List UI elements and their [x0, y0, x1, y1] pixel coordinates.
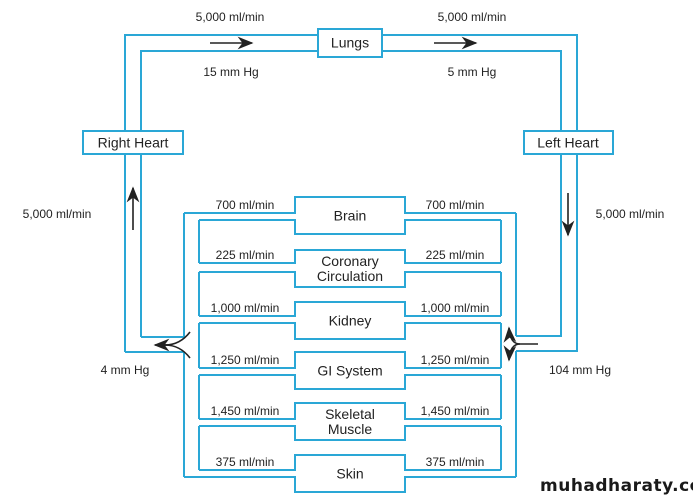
- left-heart-box: [523, 130, 614, 155]
- venous-pressure-label: 4 mm Hg: [100, 363, 150, 377]
- pulmonary-outer: [124, 34, 578, 352]
- organ-name: GI System: [317, 362, 383, 378]
- organ-vessel-lines: [183, 212, 517, 478]
- organ-name: Skin: [336, 465, 364, 481]
- diverging-arrow-icon: [503, 326, 538, 362]
- pulmonary-inner: [140, 50, 562, 337]
- organ-name: Coronary Circulation: [316, 252, 384, 284]
- organ-name: Kidney: [328, 312, 372, 328]
- organ-flow-in: 375 ml/min: [215, 455, 275, 469]
- organ-flow-in: 1,250 ml/min: [210, 353, 280, 367]
- right-heart-label: Right Heart: [97, 134, 169, 151]
- organ-flow-in: 700 ml/min: [215, 198, 275, 212]
- pulmonary-flow-left: 5,000 ml/min: [195, 10, 265, 24]
- organ-flow-out: 225 ml/min: [425, 248, 485, 262]
- organ-box: [294, 454, 406, 493]
- vessels: [124, 34, 578, 353]
- organ-flow-in: 1,000 ml/min: [210, 301, 280, 315]
- lungs-box: [317, 28, 383, 58]
- organ-box: [294, 249, 406, 288]
- arterial-pressure-label: 104 mm Hg: [548, 363, 612, 377]
- pulmonary-pressure-right: 5 mm Hg: [447, 65, 497, 79]
- arterial-flow-label: 5,000 ml/min: [595, 207, 665, 221]
- organ-box: [294, 351, 406, 390]
- venous-flow-label: 5,000 ml/min: [22, 207, 92, 221]
- organ-flow-out: 375 ml/min: [425, 455, 485, 469]
- organ-flow-out: 1,000 ml/min: [420, 301, 490, 315]
- converging-arrow-icon: [153, 331, 191, 359]
- organ-flow-out: 1,450 ml/min: [420, 404, 490, 418]
- pulmonary-pressure-left: 15 mm Hg: [203, 65, 259, 79]
- left-heart-label: Left Heart: [537, 134, 599, 151]
- right-heart-box: [82, 130, 184, 155]
- lungs-label: Lungs: [330, 34, 370, 51]
- watermark: muhadharaty.com: [540, 476, 693, 496]
- pulmonary-flow-right: 5,000 ml/min: [437, 10, 507, 24]
- organ-box: [294, 301, 406, 340]
- venous-return: [125, 336, 184, 353]
- organ-flow-in: 1,450 ml/min: [210, 404, 280, 418]
- organ-flow-out: 700 ml/min: [425, 198, 485, 212]
- organ-name: Brain: [333, 207, 367, 223]
- organ-flow-in: 225 ml/min: [215, 248, 275, 262]
- organ-name: Skeletal Muscle: [325, 405, 375, 437]
- organ-flow-out: 1,250 ml/min: [420, 353, 490, 367]
- organ-vessels: [183, 212, 517, 478]
